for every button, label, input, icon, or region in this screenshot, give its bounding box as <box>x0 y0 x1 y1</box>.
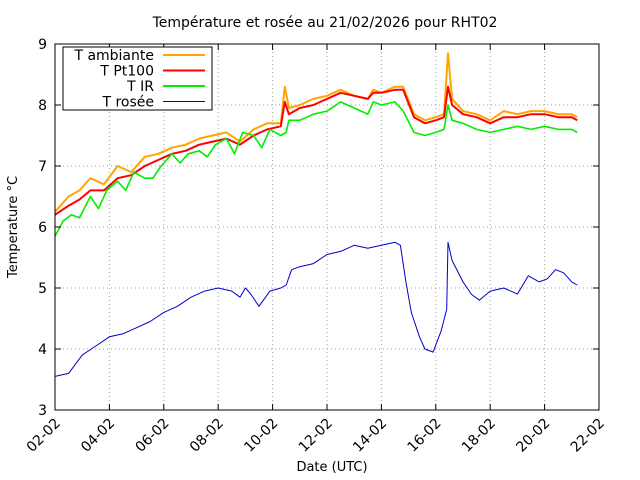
y-tick-label: 7 <box>38 159 47 175</box>
series-line-2 <box>54 85 578 216</box>
x-tick-label: 22-02 <box>568 416 608 456</box>
series-lines <box>54 52 578 377</box>
y-axis-ticks: 3 4 5 6 7 8 9 <box>38 37 599 419</box>
legend-label: T rosée <box>101 95 154 111</box>
x-tick-label: 04-02 <box>78 416 118 456</box>
y-tick-label: 3 <box>38 403 47 419</box>
series-line-3 <box>54 101 578 237</box>
series-line-1 <box>54 52 578 213</box>
chart-title: Température et rosée au 21/02/2026 pour … <box>152 15 498 31</box>
x-tick-label: 02-02 <box>24 416 64 456</box>
y-tick-label: 9 <box>38 37 47 53</box>
x-axis-label: Date (UTC) <box>296 460 367 475</box>
y-tick-label: 5 <box>38 281 47 297</box>
legend-label: T ambiante <box>73 48 154 64</box>
y-tick-label: 4 <box>38 342 47 358</box>
legend-box <box>62 46 213 111</box>
x-tick-label: 16-02 <box>405 416 445 456</box>
y-axis-label: Temperature °C <box>6 176 21 279</box>
x-tick-label: 10-02 <box>241 416 281 456</box>
x-tick-label: 20-02 <box>513 416 553 456</box>
x-tick-label: 06-02 <box>133 416 173 456</box>
series-line-4 <box>54 241 578 377</box>
y-tick-label: 8 <box>38 98 47 114</box>
legend-label: T Pt100 <box>99 64 154 80</box>
x-tick-label: 14-02 <box>350 416 390 456</box>
y-tick-label: 6 <box>38 220 47 236</box>
x-tick-label: 08-02 <box>187 416 227 456</box>
x-tick-label: 12-02 <box>296 416 336 456</box>
legend-label: T IR <box>126 79 154 95</box>
x-tick-label: 18-02 <box>459 416 499 456</box>
